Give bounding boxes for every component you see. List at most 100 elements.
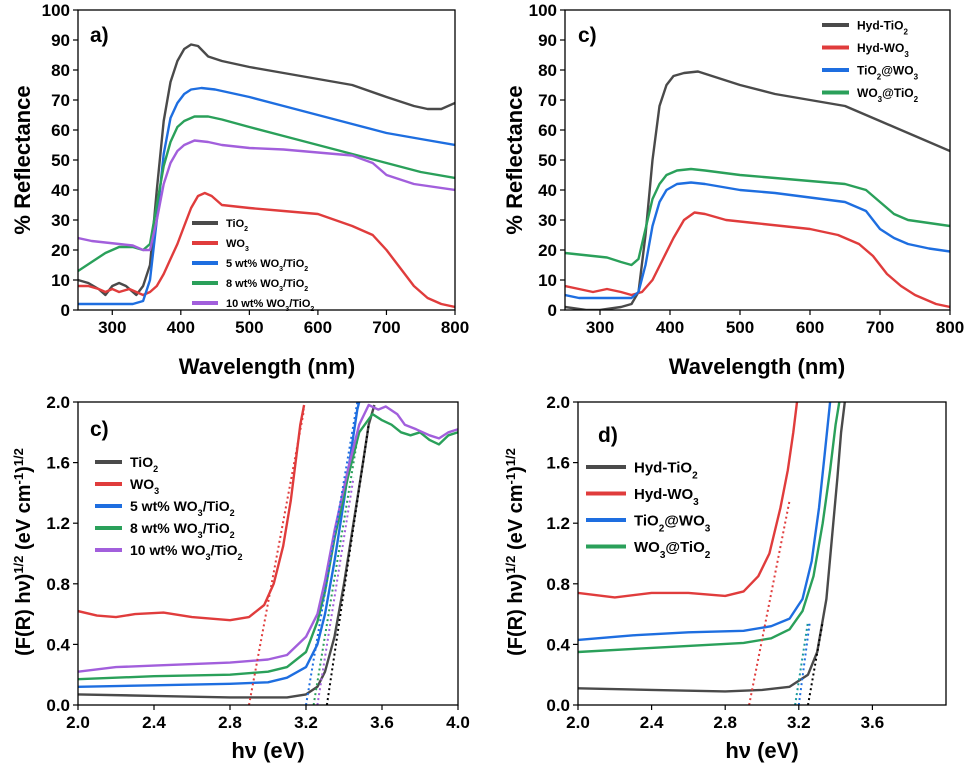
- tangent-line-d-2: [797, 621, 811, 705]
- x-tick-label: 700: [866, 318, 894, 337]
- x-tick-label: 2.4: [640, 713, 664, 732]
- legend-label: 10 wt% WO3/TiO2: [130, 542, 242, 562]
- x-axis-label: hν (eV): [725, 738, 798, 763]
- y-tick-label: 60: [51, 121, 70, 140]
- legend-label: 8 wt% WO3/TiO2: [226, 278, 308, 293]
- x-tick-label: 400: [167, 318, 195, 337]
- legend-label: 5 wt% WO3/TiO2: [130, 498, 235, 518]
- y-tick-label: 0.0: [46, 696, 70, 715]
- panel-label: d): [598, 424, 618, 447]
- chart-d: 2.0 2.4 2.8 3.2 3.6 0.0 0.4 0.8 1.2 1.6 2.0 hν (eV)…: [503, 393, 947, 763]
- x-tick-label: 600: [796, 318, 824, 337]
- legend: Hyd-TiO2 Hyd-WO3 TiO2@WO3 WO3@TiO2: [822, 18, 919, 103]
- x-tick-label: 500: [726, 318, 754, 337]
- legend-label: TiO2: [226, 218, 248, 233]
- legend-label: Hyd-TiO2: [857, 18, 908, 36]
- legend-label: WO3: [226, 238, 249, 253]
- y-tick-label: 1.2: [46, 514, 70, 533]
- x-tick-label: 4.0: [446, 713, 470, 732]
- y-tick-label: 60: [538, 121, 557, 140]
- y-tick-label: 0: [548, 301, 557, 320]
- tangent-line-c_bottom-0: [248, 409, 306, 705]
- x-axis-label: Wavelength (nm): [179, 354, 355, 379]
- legend-label: WO3@TiO2: [634, 539, 711, 561]
- series-line-c_bottom-2: [78, 402, 361, 688]
- y-tick-label: 1.6: [46, 454, 70, 473]
- y-tick-label: 50: [538, 151, 557, 170]
- chart-a: 300 400 500 600 700 800 0 10 20 30 40 50 60 70 80 90 100…: [10, 1, 469, 379]
- plot-frame: [564, 9, 951, 311]
- legend-label: Hyd-WO3: [634, 486, 699, 508]
- y-tick-label: 80: [51, 61, 70, 80]
- panel-label: c): [90, 418, 109, 441]
- series-line-d-1: [578, 402, 799, 599]
- tangent-line-c_bottom-4: [325, 424, 370, 705]
- plot-area: [78, 43, 455, 309]
- x-tick-label: 700: [372, 318, 400, 337]
- y-tick-label: 0.0: [546, 696, 570, 715]
- series-line-d-3: [578, 402, 841, 654]
- x-tick-label: 800: [441, 318, 469, 337]
- y-tick-label: 0.8: [546, 575, 570, 594]
- x-tick-label: 3.2: [787, 713, 811, 732]
- legend-label: WO3: [130, 476, 159, 496]
- y-tick-label: 80: [538, 61, 557, 80]
- series-line-a-3: [78, 115, 455, 273]
- y-tick-label: 90: [51, 31, 70, 50]
- y-tick-label: 1.2: [546, 514, 570, 533]
- legend-label: Hyd-TiO2: [634, 459, 698, 481]
- x-tick-label: 300: [586, 318, 614, 337]
- x-tick-label: 600: [304, 318, 332, 337]
- legend-label: WO3@TiO2: [857, 86, 919, 104]
- y-tick-label: 0.4: [546, 635, 570, 654]
- y-tick-label: 20: [538, 241, 557, 260]
- y-tick-label: 0.8: [46, 575, 70, 594]
- x-tick-label: 2.0: [566, 713, 590, 732]
- x-axis-label: hν (eV): [231, 738, 304, 763]
- y-axis-label: % Reflectance: [502, 85, 527, 234]
- plot-area: [78, 402, 458, 705]
- x-tick-label: 2.4: [142, 713, 166, 732]
- legend-label: 8 wt% WO3/TiO2: [130, 520, 235, 540]
- series-line-c_bottom-4: [78, 403, 458, 673]
- legend-label: Hyd-WO3: [857, 41, 909, 59]
- x-tick-label: 2.0: [66, 713, 90, 732]
- x-tick-label: 3.6: [370, 713, 394, 732]
- tangent-line-d-3: [807, 621, 824, 705]
- x-tick-label: 300: [98, 318, 126, 337]
- y-tick-label: 100: [42, 1, 70, 20]
- y-tick-label: 0.4: [46, 635, 70, 654]
- y-tick-label: 1.6: [546, 454, 570, 473]
- x-tick-label: 3.6: [861, 713, 885, 732]
- legend-label: TiO2@WO3: [634, 512, 711, 534]
- y-axis-label: (F(R) hν)1/2 (eV cm-1)1/2: [503, 448, 528, 656]
- legend-label: TiO2@WO3: [857, 63, 919, 81]
- y-tick-label: 2.0: [546, 393, 570, 412]
- y-tick-label: 10: [538, 271, 557, 290]
- legend: Hyd-TiO2 Hyd-WO3 TiO2@WO3 WO3@TiO2: [586, 459, 711, 560]
- x-axis-label: Wavelength (nm): [669, 354, 845, 379]
- series-line-c_bottom-3: [78, 412, 458, 681]
- series-line-c_top-2: [565, 181, 950, 300]
- plot-area: [578, 402, 846, 705]
- x-tick-label: 2.8: [218, 713, 242, 732]
- y-tick-label: 90: [538, 31, 557, 50]
- series-line-c_top-1: [565, 211, 950, 309]
- x-tick-label: 3.2: [294, 713, 318, 732]
- series-line-d-2: [578, 402, 832, 642]
- legend-label: 5 wt% WO3/TiO2: [226, 258, 308, 273]
- y-tick-label: 40: [51, 181, 70, 200]
- plot-frame: [77, 401, 459, 706]
- y-tick-label: 50: [51, 151, 70, 170]
- chart-c_bottom: 2.0 2.4 2.8 3.2 3.6 4.0 0.0 0.4 0.8 1.2 1.6 2.0 hν (…: [11, 393, 470, 763]
- y-tick-label: 70: [51, 91, 70, 110]
- panel-label: c): [578, 24, 597, 47]
- y-tick-label: 40: [538, 181, 557, 200]
- y-tick-label: 100: [529, 1, 557, 20]
- y-tick-label: 20: [51, 241, 70, 260]
- tangent-line-c_bottom-2: [312, 439, 359, 705]
- x-tick-label: 800: [936, 318, 964, 337]
- series-line-a-2: [78, 86, 455, 306]
